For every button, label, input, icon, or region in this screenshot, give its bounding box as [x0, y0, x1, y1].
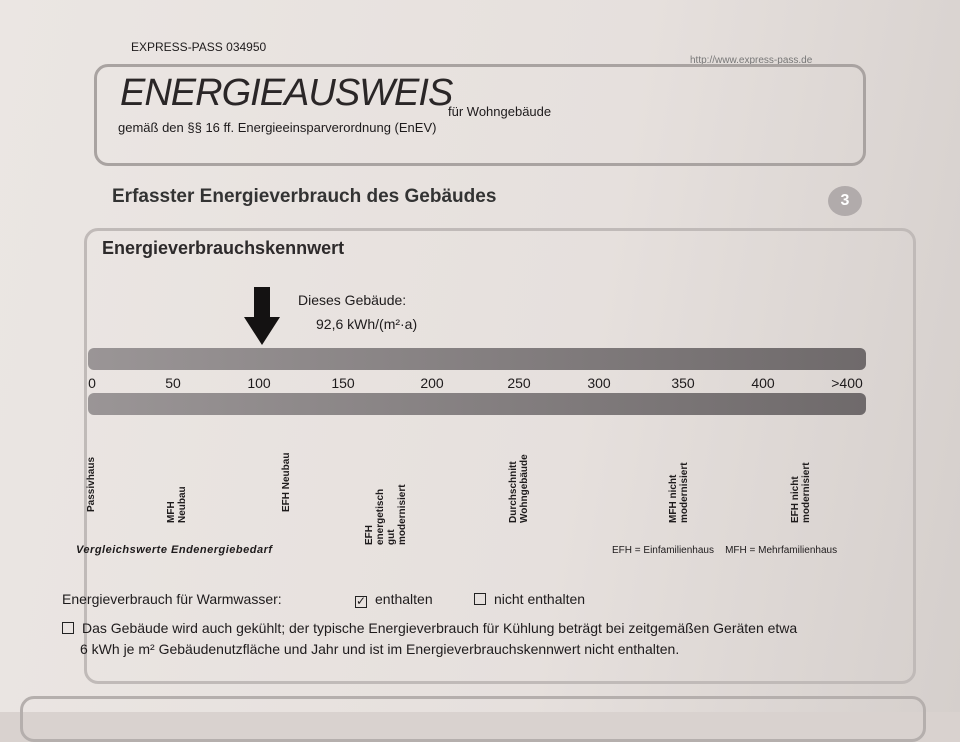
- url-link[interactable]: http://www.express-pass.de: [690, 55, 813, 66]
- not-included-checkbox[interactable]: nicht enthalten: [474, 591, 585, 607]
- cooling-text-1: Das Gebäude wird auch gekühlt; der typis…: [82, 620, 798, 636]
- comparison-label: Durchschnitt Wohngebäude: [508, 454, 530, 523]
- scale-tick-label: 250: [507, 375, 531, 391]
- included-checkbox[interactable]: ✓ enthalten: [355, 591, 433, 608]
- cooling-text-2: 6 kWh je m² Gebäudenutzfläche und Jahr u…: [80, 641, 680, 657]
- scale-tick-label: 200: [420, 375, 444, 391]
- scale-tick-label: 400: [751, 375, 775, 391]
- scale-tick-label: >400: [831, 375, 863, 391]
- scale-tick-label: 50: [165, 375, 181, 391]
- comparison-label: EFH Neubau: [281, 452, 292, 512]
- comparison-label: MFH Neubau: [166, 486, 188, 523]
- subtitle: gemäß den §§ 16 ff. Energieeinsparverord…: [118, 120, 437, 135]
- document-title: ENERGIEAUSWEIS: [120, 72, 453, 114]
- scale-tick-label: 0: [88, 375, 96, 391]
- checkbox-checked-icon: ✓: [355, 594, 367, 608]
- building-value: 92,6 kWh/(m²·a): [316, 316, 418, 332]
- scale-tick-label: 150: [331, 375, 355, 391]
- next-section-box: [20, 696, 926, 742]
- arrow-down-icon: [244, 287, 280, 345]
- section-title: Erfasster Energieverbrauch des Gebäudes: [112, 186, 497, 207]
- checkbox-empty-icon: [474, 593, 486, 605]
- comparison-caption: Vergleichswerte Endenergiebedarf: [76, 544, 273, 556]
- comparison-label: Passivhaus: [86, 456, 97, 512]
- building-label: Dieses Gebäude:: [298, 292, 407, 308]
- included-label: enthalten: [375, 591, 433, 607]
- checkbox-empty-icon: [62, 622, 74, 634]
- header-box: [94, 64, 866, 166]
- scale-tick-label: 300: [587, 375, 611, 391]
- comparison-label: MFH nicht modernisiert: [668, 462, 690, 523]
- scale-tick-label: 100: [247, 375, 271, 391]
- scale-bar-top: [88, 348, 866, 370]
- warmwater-label: Energieverbrauch für Warmwasser:: [62, 591, 282, 607]
- not-included-label: nicht enthalten: [494, 591, 586, 607]
- cooling-checkbox[interactable]: [62, 620, 82, 636]
- pass-id: EXPRESS-PASS 034950: [131, 40, 267, 54]
- panel-title: Energieverbrauchskennwert: [102, 238, 345, 258]
- abbreviation-legend: EFH = Einfamilienhaus MFH = Mehrfamilien…: [612, 545, 838, 556]
- section-number-badge: 3: [828, 186, 862, 216]
- panel-box: [84, 228, 916, 684]
- title-suffix: für Wohngebäude: [448, 104, 552, 119]
- scale-tick-label: 350: [671, 375, 695, 391]
- comparison-label: EFH energetisch gut modernisiert: [364, 484, 408, 545]
- comparison-label: EFH nicht modernisiert: [790, 462, 812, 523]
- scale-bar-bottom: [88, 393, 866, 415]
